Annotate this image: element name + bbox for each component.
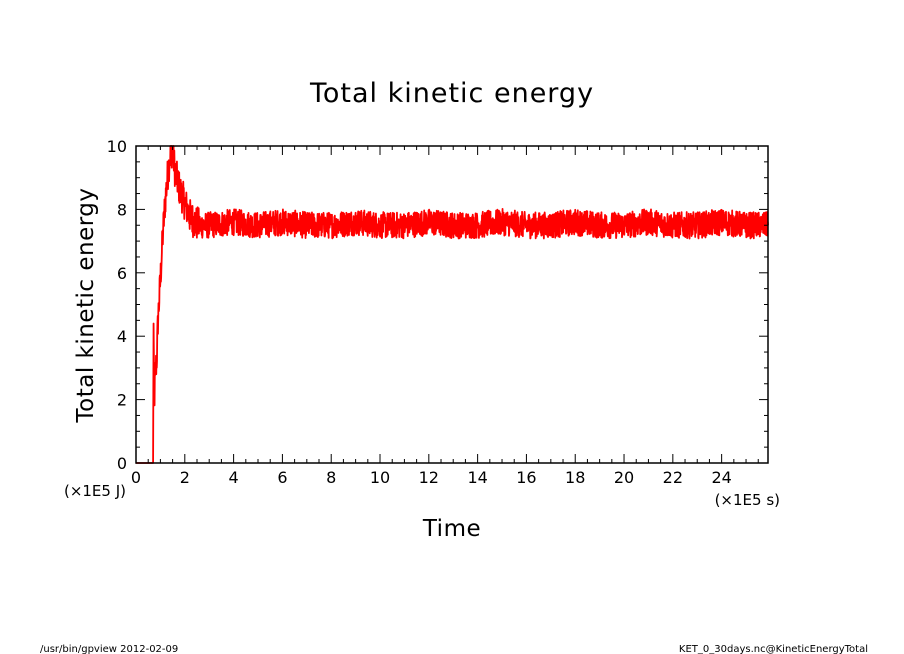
footer-right: KET_0_30days.nc@KineticEnergyTotal — [679, 644, 868, 654]
x-tick-label: 6 — [277, 468, 287, 487]
y-tick-label: 6 — [117, 264, 127, 283]
y-tick-label: 8 — [117, 200, 127, 219]
x-tick-label: 18 — [565, 468, 585, 487]
x-tick-label: 24 — [711, 468, 731, 487]
y-tick-label: 10 — [107, 137, 127, 156]
x-tick-label: 14 — [467, 468, 487, 487]
x-tick-label: 22 — [663, 468, 683, 487]
x-tick-label: 2 — [180, 468, 190, 487]
x-tick-label: 8 — [326, 468, 336, 487]
footer-left: /usr/bin/gpview 2012-02-09 — [40, 644, 178, 654]
y-tick-label: 2 — [117, 391, 127, 410]
data-layer — [136, 145, 769, 464]
x-axis-label: Time — [422, 516, 481, 542]
x-tick-label: 0 — [131, 468, 141, 487]
x-tick-label: 12 — [419, 468, 439, 487]
x-tick-label: 10 — [370, 468, 390, 487]
y-unit-label: (×1E5 J) — [64, 482, 126, 500]
y-axis-label: Total kinetic energy — [73, 188, 99, 424]
chart-title: Total kinetic energy — [309, 78, 594, 109]
x-tick-label: 20 — [614, 468, 634, 487]
x-unit-label: (×1E5 s) — [715, 491, 780, 509]
y-tick-label: 0 — [117, 454, 127, 473]
x-tick-label: 4 — [229, 468, 239, 487]
series-line-1 — [136, 145, 769, 464]
x-tick-label: 16 — [516, 468, 536, 487]
y-tick-label: 4 — [117, 327, 127, 346]
